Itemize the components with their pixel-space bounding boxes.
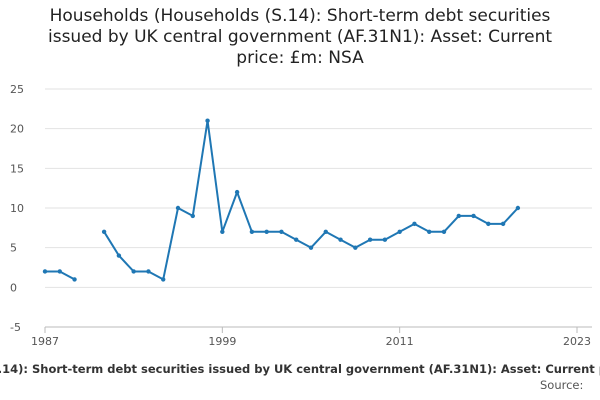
data-point	[101, 229, 107, 234]
gridlines	[45, 88, 592, 328]
data-point	[515, 205, 521, 211]
x-tick-label: 2023	[563, 335, 591, 348]
data-point	[294, 237, 299, 242]
series-layer	[45, 119, 519, 281]
data-point	[72, 277, 77, 282]
y-tick-label: 20	[10, 123, 24, 136]
data-point	[412, 221, 417, 227]
data-point	[338, 237, 343, 242]
data-point	[456, 213, 461, 219]
data-point	[220, 229, 225, 234]
x-tick-label: 1987	[31, 335, 59, 348]
axes: -5 0 5 10 15 20 25 1987 1999 2011 2023	[10, 83, 592, 348]
data-point	[500, 221, 506, 227]
data-point	[323, 229, 328, 234]
data-point	[382, 237, 388, 242]
data-point	[175, 205, 181, 211]
y-tick-label: -5	[10, 321, 21, 334]
y-tick-label: 0	[10, 281, 17, 294]
data-point	[57, 269, 62, 274]
chart-title: Households (Households (S.14): Short-ter…	[0, 6, 600, 69]
data-point	[131, 269, 136, 274]
data-point	[264, 229, 269, 234]
title-line-1: Households (Households (S.14): Short-ter…	[49, 6, 551, 26]
data-point	[146, 269, 151, 274]
data-point	[397, 229, 402, 234]
data-point	[441, 229, 447, 234]
y-tick-label: 25	[10, 83, 24, 96]
data-point	[205, 118, 210, 123]
title-line-2: issued by UK central government (AF.31N1…	[47, 27, 553, 47]
data-point	[353, 245, 358, 250]
y-tick-label: 10	[10, 202, 24, 215]
data-point	[234, 189, 240, 195]
x-tick-label: 2011	[386, 335, 414, 348]
data-point	[161, 277, 166, 282]
series-line	[103, 119, 519, 281]
data-point	[471, 213, 476, 219]
source-label: Source:	[540, 378, 584, 392]
points-layer	[42, 118, 521, 282]
data-point	[308, 245, 314, 250]
data-point	[190, 213, 195, 219]
data-point	[486, 221, 491, 227]
legend-label: Households (S.14): Short-term debt secur…	[0, 362, 600, 376]
y-tick-label: 5	[10, 242, 17, 255]
y-tick-label: 15	[10, 162, 24, 175]
title-line-3: price: £m: NSA	[236, 48, 364, 68]
data-point	[367, 237, 373, 242]
data-point	[42, 269, 48, 274]
data-point	[249, 229, 255, 234]
data-point	[116, 253, 122, 258]
data-point	[279, 229, 284, 234]
data-point	[427, 229, 432, 234]
x-tick-label: 1999	[208, 335, 236, 348]
